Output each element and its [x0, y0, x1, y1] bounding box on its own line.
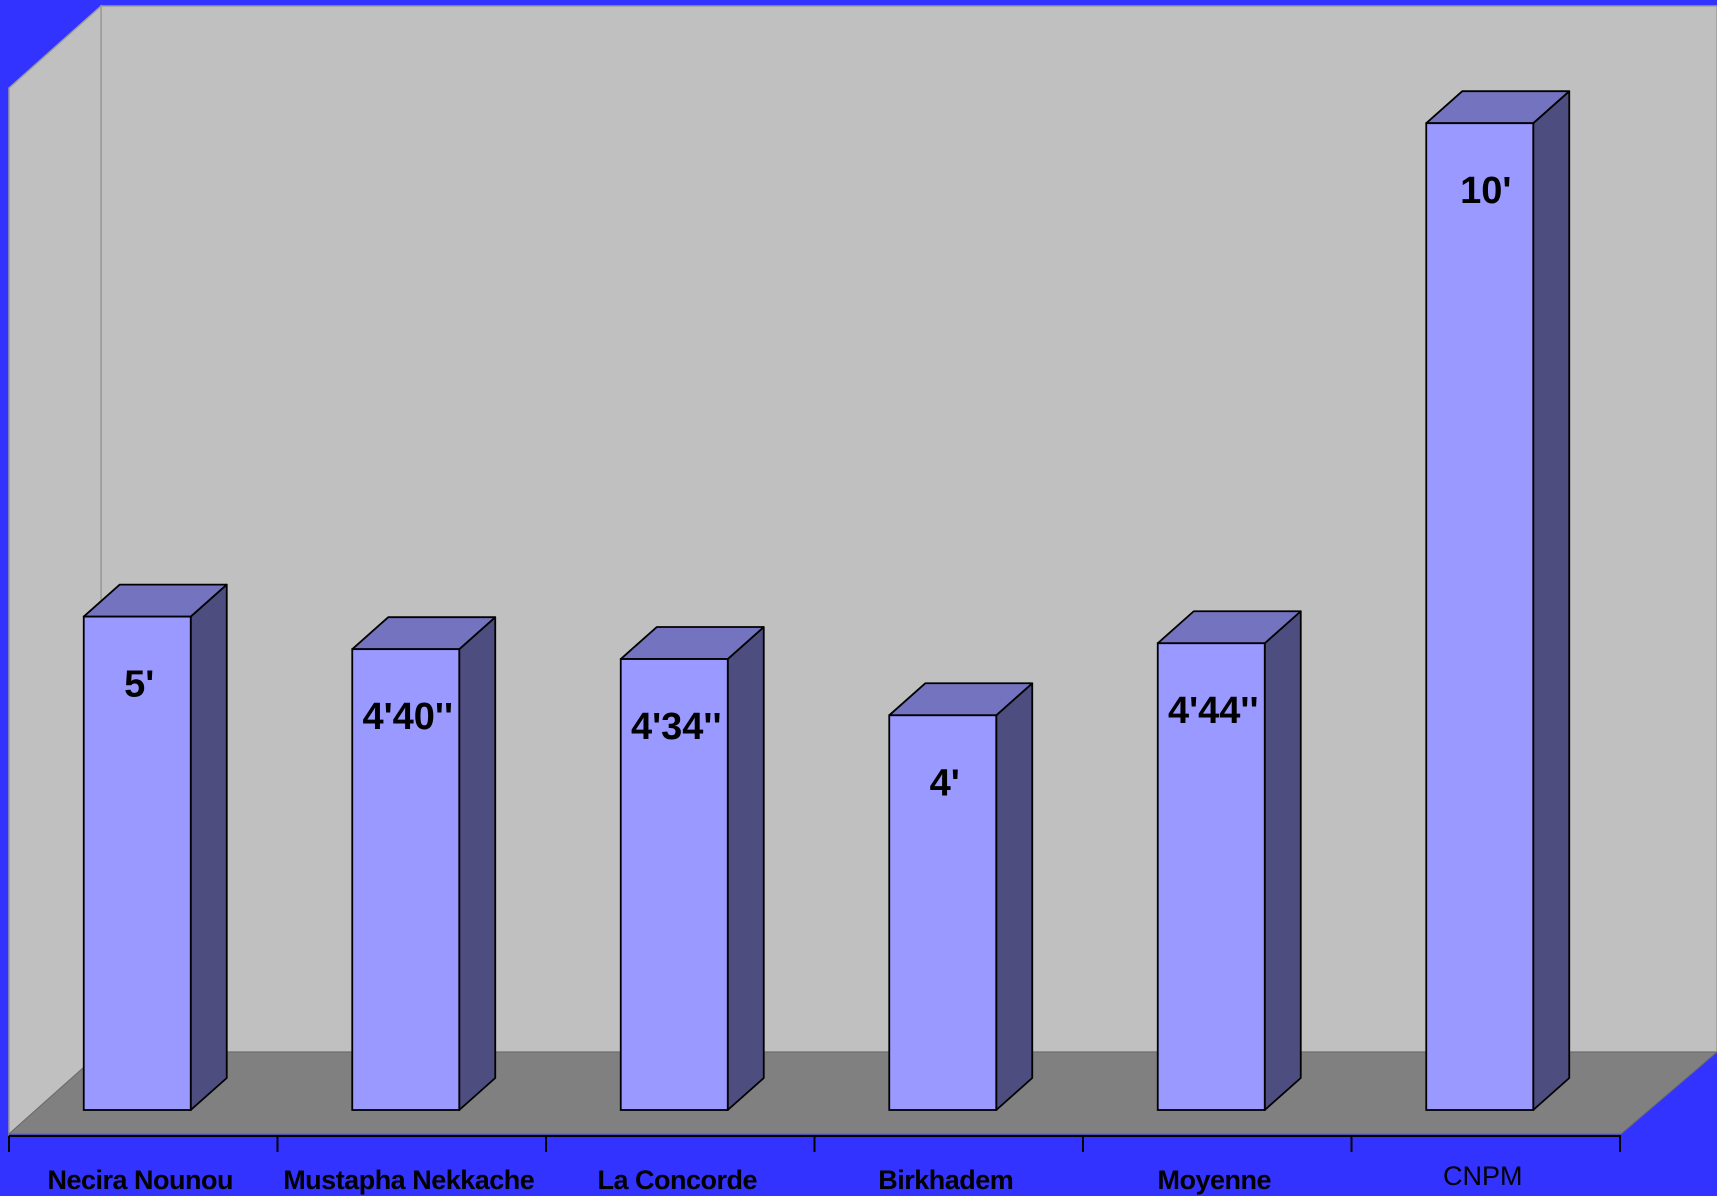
x-axis-ticks: [8, 1136, 1621, 1152]
bar-side-face: [726, 626, 765, 1111]
bar-value-label: 4'34'': [631, 706, 722, 748]
category-label: CNPM: [1443, 1161, 1523, 1191]
bar-value-label: 4': [930, 762, 960, 804]
bar-4: 4': [888, 682, 1034, 1111]
bar-6: 10': [1425, 90, 1571, 1111]
bar-2: 4'40'': [351, 616, 497, 1111]
bar-value-label: 5': [124, 664, 154, 706]
bar-side-face: [189, 583, 228, 1111]
bar-front-face: [619, 658, 729, 1111]
bar-front-face: [1425, 122, 1535, 1111]
bar-series: 5' 4'40'' 4'34'' 4' 4'44'' 10': [82, 90, 1571, 1111]
bar-value-label: 4'40'': [362, 696, 453, 738]
bar-value-label: 4'44'': [1168, 690, 1259, 732]
category-label: Necira Nounou: [47, 1165, 233, 1195]
bar-front-face: [351, 648, 461, 1111]
category-label: Birkhadem: [878, 1165, 1013, 1195]
bar-side-face: [995, 682, 1034, 1111]
bar-front-face: [888, 714, 998, 1111]
bar-side-face: [458, 616, 497, 1111]
bar-value-label: 10': [1460, 170, 1511, 212]
bar-front-face: [1156, 642, 1266, 1111]
category-label: Moyenne: [1157, 1165, 1271, 1195]
bar-front-face: [82, 615, 192, 1111]
bar-1: 5': [82, 583, 228, 1111]
bar-side-face: [1263, 610, 1302, 1111]
category-label: La Concorde: [597, 1165, 757, 1195]
bar-5: 4'44'': [1156, 610, 1302, 1111]
category-labels: Necira Nounou Mustapha Nekkache La Concord…: [47, 1161, 1522, 1195]
category-label: Mustapha Nekkache: [283, 1165, 535, 1195]
bar-3: 4'34'': [619, 626, 765, 1111]
bar-side-face: [1532, 90, 1571, 1111]
